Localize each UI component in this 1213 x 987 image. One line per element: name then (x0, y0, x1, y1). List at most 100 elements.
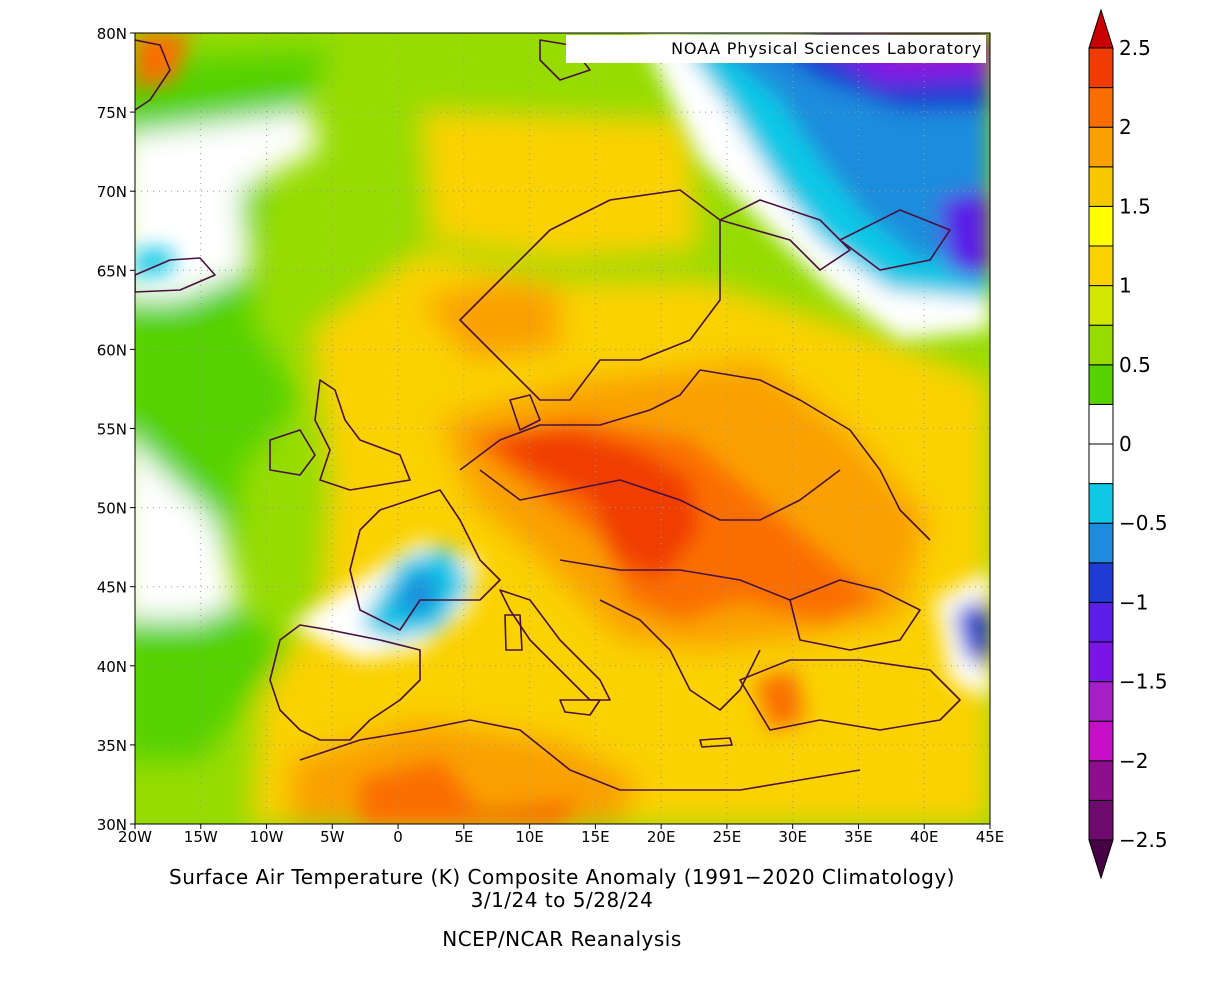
field-white-northwest (135, 110, 320, 300)
colorbar-segment-17 (1088, 126, 1114, 168)
coast-balkans (599, 599, 761, 711)
coast-ireland (269, 429, 316, 476)
colorbar-segment-4 (1088, 641, 1114, 683)
colorbar-label-1: 2 (1119, 115, 1132, 139)
colorbar-label-3: 1 (1119, 274, 1132, 298)
colorbar-segment-0 (1088, 799, 1114, 841)
colorbar-label-8: −1.5 (1119, 670, 1168, 694)
colorbar-segment-10 (1088, 403, 1114, 445)
credit-label: NOAA Physical Sciences Laboratory (671, 39, 982, 58)
lat-tick-label-1: 75N (97, 104, 127, 122)
colorbar-segment-18 (1088, 87, 1114, 128)
lon-tick-label-9: 25E (713, 828, 742, 846)
colorbar-segment-12 (1088, 324, 1114, 366)
coast-novaya-zemlya (839, 209, 951, 271)
colorbar-label-4: 0.5 (1119, 353, 1151, 377)
colorbar-segment-16 (1088, 166, 1114, 207)
coast-sardinia (504, 614, 523, 651)
figure-title-line3: NCEP/NCAR Reanalysis (442, 927, 682, 951)
field-yellow-north (420, 110, 700, 260)
lon-tick-label-3: 5W (320, 828, 345, 846)
lon-tick-label-12: 40E (910, 828, 939, 846)
colorbar-segment-11 (1088, 364, 1114, 405)
field-blue-gulf (390, 570, 440, 615)
colorbar: 2.5 2 1.5 1 0.5 0 −0.5 −1 −1.5 −2 −2.5 (1088, 8, 1168, 880)
colorbar-segment-1 (1088, 760, 1114, 801)
lon-tick-label-6: 10E (515, 828, 544, 846)
coast-turkey (739, 659, 961, 731)
colorbar-segment-14 (1088, 245, 1114, 287)
field-orange-scandinavia (420, 280, 560, 360)
coast-svalbard (539, 39, 591, 81)
lat-tick-label-4: 60N (97, 341, 127, 359)
colorbar-label-10: −2.5 (1119, 828, 1168, 852)
coast-greenland-edge (135, 39, 171, 111)
lon-tick-label-7: 15E (581, 828, 610, 846)
colorbar-label-9: −2 (1119, 749, 1148, 773)
coast-iceland (135, 257, 216, 293)
border-danube (559, 559, 791, 601)
coast-north-europe (459, 369, 701, 471)
colorbar-segment-6 (1088, 562, 1114, 603)
credit-box (566, 35, 986, 63)
colorbar-segment-15 (1088, 205, 1114, 247)
latitude-tick-labels: 80N 75N 70N 65N 60N 55N 50N 45N 40N 35N 30N (97, 25, 135, 834)
colorbar-over-arrow (1088, 8, 1114, 49)
coast-scandinavia (459, 189, 721, 401)
lon-tick-label-0: 20W (118, 828, 152, 846)
colorbar-label-2: 1.5 (1119, 194, 1151, 218)
lat-tick-label-2: 70N (97, 183, 127, 201)
coast-sicily (559, 699, 601, 716)
coast-north-africa (299, 719, 861, 791)
longitude-tick-labels: 20W 15W 10W 5W 0 5E 10E 15E 20E 25E 30E 35E 40E 45E (118, 824, 1004, 846)
border-central (479, 469, 841, 521)
lat-tick-label-5: 55N (97, 421, 127, 439)
coast-iberia (269, 624, 421, 741)
coast-kola (719, 199, 851, 271)
colorbar-segment-19 (1088, 47, 1114, 89)
lon-tick-label-4: 0 (393, 828, 403, 846)
coast-britain (314, 379, 411, 491)
lon-tick-label-1: 15W (184, 828, 218, 846)
field-violet-eastedge (940, 190, 990, 280)
field-white-west (135, 444, 240, 620)
lon-tick-label-8: 20E (647, 828, 676, 846)
colorbar-segment-8 (1088, 483, 1114, 524)
colorbar-label-5: 0 (1119, 432, 1132, 456)
lon-tick-label-10: 30E (778, 828, 807, 846)
field-blue-caucasus (955, 600, 990, 670)
lat-tick-label-0: 80N (97, 25, 127, 43)
lat-tick-label-3: 65N (97, 262, 127, 280)
border-russia (699, 369, 931, 541)
lat-tick-label-10: 30N (97, 816, 127, 834)
lat-tick-label-9: 35N (97, 737, 127, 755)
colorbar-segment-3 (1088, 681, 1114, 722)
lon-tick-label-11: 35E (844, 828, 873, 846)
coast-denmark (509, 394, 541, 431)
lat-tick-label-6: 50N (97, 500, 127, 518)
colorbar-label-0: 2.5 (1119, 36, 1151, 60)
coastlines-and-borders (135, 39, 961, 791)
colorbar-segment-5 (1088, 601, 1114, 643)
coast-black-sea (789, 579, 921, 651)
colorbar-label-6: −0.5 (1119, 511, 1168, 535)
colorbar-segment-2 (1088, 720, 1114, 762)
colorbar-segment-13 (1088, 285, 1114, 326)
colorbar-segment-9 (1088, 443, 1114, 485)
colorbar-segment-7 (1088, 522, 1114, 564)
field-orange-northwest-corner (135, 33, 190, 90)
lat-tick-label-7: 45N (97, 579, 127, 597)
coast-crete (699, 737, 733, 748)
figure-title-line1: Surface Air Temperature (K) Composite An… (169, 865, 955, 889)
colorbar-under-arrow (1088, 839, 1114, 880)
colorbar-label-7: −1 (1119, 590, 1148, 614)
coast-france (349, 489, 501, 631)
lon-tick-label-2: 10W (250, 828, 284, 846)
lat-tick-label-8: 40N (97, 658, 127, 676)
field-red-core (490, 430, 700, 580)
figure-title-line2: 3/1/24 to 5/28/24 (471, 888, 654, 912)
field-red-northafrica (360, 760, 580, 824)
lon-tick-label-13: 45E (976, 828, 1005, 846)
field-red-turkey (755, 670, 805, 730)
